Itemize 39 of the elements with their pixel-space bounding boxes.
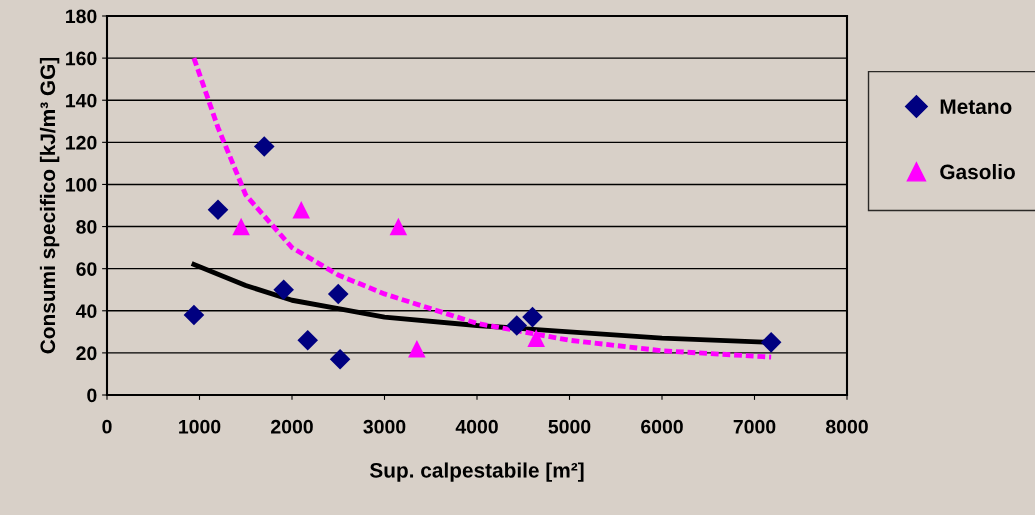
point [522,306,543,328]
point [327,283,349,305]
y-tick-label: 40 [75,304,97,319]
point [760,332,782,353]
point [183,304,205,326]
point [527,329,545,347]
x-tick-label: 2000 [271,419,313,434]
point [292,200,311,219]
point [408,339,426,358]
y-tick-label: 0 [87,388,97,403]
point [506,315,528,336]
y-tick-label: 180 [66,9,97,24]
x-tick-label: 7000 [733,419,776,434]
x-tick-label: 0 [102,419,112,434]
line-series [191,55,774,360]
x-tick-label: 6000 [641,419,683,434]
point [232,217,250,236]
legend-label: Gasolio [940,163,1015,180]
x-tick-label: 3000 [363,419,406,434]
point [297,329,319,351]
y-tick-label: 20 [76,346,97,361]
y-axis-title: Consumi specifico [kJ/m³ GG] [39,57,60,354]
x-tick-label: 8000 [825,419,868,434]
y-tick-label: 120 [66,135,97,150]
y-tick-label: 160 [66,51,97,66]
point [207,199,229,221]
legend-label: Metano [940,99,1012,115]
y-tick-label: 100 [66,177,97,192]
x-tick-label: 5000 [548,419,591,434]
x-tick-label: 4000 [455,419,498,434]
point [329,348,351,370]
point [389,217,408,236]
y-tick-label: 60 [76,262,97,276]
x-tick-label: 1000 [179,419,221,434]
point [273,279,294,301]
point [253,136,275,157]
y-tick-label: 80 [76,220,97,234]
y-tick-label: 140 [66,93,97,108]
x-axis-title: Sup. calpestabile [m²] [369,462,584,482]
